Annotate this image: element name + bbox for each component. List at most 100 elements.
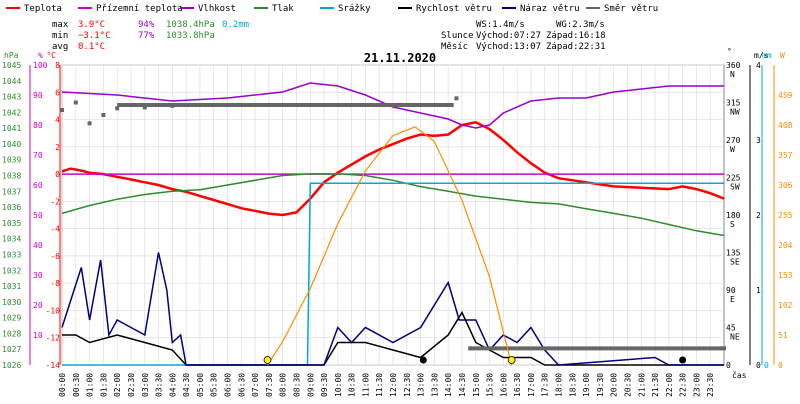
sunset: Západ:16:18 xyxy=(546,31,606,41)
x-tick: 14:30 xyxy=(458,373,467,397)
humidity-unit: % xyxy=(38,51,43,60)
pressure-tick: 1041 xyxy=(2,124,21,133)
x-tick: 06:30 xyxy=(237,373,246,397)
legend-label: Teplota xyxy=(24,4,62,14)
x-tick: 13:30 xyxy=(430,373,439,397)
direction-compass: SW xyxy=(730,183,740,192)
temperature-tick: -14 xyxy=(46,361,61,370)
x-tick: 03:30 xyxy=(155,373,164,397)
direction-point xyxy=(60,108,64,112)
direction-point xyxy=(142,105,147,110)
temperature-tick: -12 xyxy=(46,334,61,343)
x-tick: 16:30 xyxy=(513,373,522,397)
series-hum xyxy=(61,82,724,129)
pressure-tick: 1044 xyxy=(2,77,21,86)
direction-compass: SE xyxy=(730,258,740,267)
x-tick: 17:30 xyxy=(541,373,550,397)
x-tick: 21:30 xyxy=(651,373,660,397)
x-tick: 22:00 xyxy=(665,373,674,397)
pressure-tick: 1036 xyxy=(2,203,21,212)
solar-tick: 459 xyxy=(778,91,793,100)
legend-label: Vlhkost xyxy=(198,4,236,14)
sun-label: Slunce xyxy=(441,31,474,41)
wind-unit: m/s xyxy=(754,51,769,60)
stats-panel: max 3.9°C 94% 1038.4hPa 0.2mm min −3.1°C… xyxy=(52,20,249,52)
rain-unit: mm xyxy=(762,51,772,60)
x-tick: 02:30 xyxy=(127,373,136,397)
direction-point xyxy=(73,100,78,105)
x-tick: 07:00 xyxy=(251,373,260,397)
pressure-tick: 1031 xyxy=(2,282,21,291)
x-tick: 18:00 xyxy=(555,373,564,397)
x-tick: 12:00 xyxy=(389,373,398,397)
solar-tick: 153 xyxy=(778,271,793,280)
solar-tick: 102 xyxy=(778,301,793,310)
direction-compass: E xyxy=(730,295,735,304)
temperature-tick: 2 xyxy=(55,143,60,152)
sunset-marker xyxy=(507,356,516,364)
pressure-tick: 1042 xyxy=(2,108,21,117)
humidity-tick: 70 xyxy=(33,151,43,160)
direction-point xyxy=(101,113,106,117)
pressure-tick: 1026 xyxy=(2,361,21,370)
stat-min-pres: 1033.8hPa xyxy=(166,31,215,41)
series-wind xyxy=(62,310,724,366)
humidity-tick: 90 xyxy=(33,91,43,100)
legend-label: Srážky xyxy=(338,4,371,14)
solar-tick: 0 xyxy=(778,361,783,370)
x-tick: 06:00 xyxy=(224,373,233,397)
chart-date: 21.11.2020 xyxy=(364,51,436,65)
direction-tick: 180 xyxy=(726,211,741,220)
direction-tick: 0 xyxy=(726,361,731,370)
stat-min-label: min xyxy=(52,31,68,41)
axes: hPa1026102710281029103010311032103310341… xyxy=(2,47,793,397)
x-tick: 03:00 xyxy=(141,373,150,397)
wind-tick: 1 xyxy=(756,286,761,295)
wind-gust-info: WG:2.3m/s xyxy=(556,20,605,30)
direction-tick: 45 xyxy=(726,324,736,333)
stat-max-hum: 94% xyxy=(138,20,155,30)
moonrise-marker xyxy=(419,356,427,364)
x-tick: 15:00 xyxy=(472,373,481,397)
temperature-tick: 0 xyxy=(55,170,60,179)
sunrise-marker xyxy=(263,356,272,364)
x-tick: 20:30 xyxy=(623,373,632,397)
direction-compass: NW xyxy=(730,108,740,117)
stat-max-temp: 3.9°C xyxy=(78,20,105,30)
x-axis-label: čas xyxy=(732,370,747,380)
x-tick: 17:00 xyxy=(527,373,536,397)
x-tick: 02:00 xyxy=(113,373,122,397)
x-tick: 01:00 xyxy=(86,373,95,397)
x-tick: 01:30 xyxy=(99,373,108,397)
humidity-tick: 40 xyxy=(33,241,43,250)
stat-max-pres: 1038.4hPa xyxy=(166,20,215,30)
stat-avg-label: avg xyxy=(52,42,68,52)
x-tick: 08:00 xyxy=(279,373,288,397)
humidity-tick: 100 xyxy=(33,61,48,70)
pressure-tick: 1030 xyxy=(2,298,21,307)
pressure-tick: 1028 xyxy=(2,329,21,338)
temperature-unit: °C xyxy=(46,51,56,60)
x-tick: 05:30 xyxy=(210,373,219,397)
pressure-tick: 1032 xyxy=(2,266,21,275)
x-tick: 22:30 xyxy=(679,373,688,397)
wind-tick: 0 xyxy=(756,361,761,370)
x-tick: 20:00 xyxy=(610,373,619,397)
solar-tick: 51 xyxy=(778,331,788,340)
series-temp xyxy=(61,120,725,217)
direction-point xyxy=(87,121,92,126)
wind-tick: 4 xyxy=(756,61,761,70)
pressure-tick: 1045 xyxy=(2,61,21,70)
legend-label: Přízemní teplota xyxy=(96,4,183,14)
x-tick: 10:30 xyxy=(348,373,357,397)
pressure-tick: 1034 xyxy=(2,235,21,244)
legend-label: Rychlost větru xyxy=(416,4,492,14)
pressure-unit: hPa xyxy=(4,51,19,60)
stat-min-temp: −3.1°C xyxy=(78,31,111,41)
x-tick: 00:30 xyxy=(72,373,81,397)
x-tick: 09:30 xyxy=(320,373,329,397)
direction-unit: ° xyxy=(727,47,732,56)
series-pres xyxy=(61,173,725,237)
